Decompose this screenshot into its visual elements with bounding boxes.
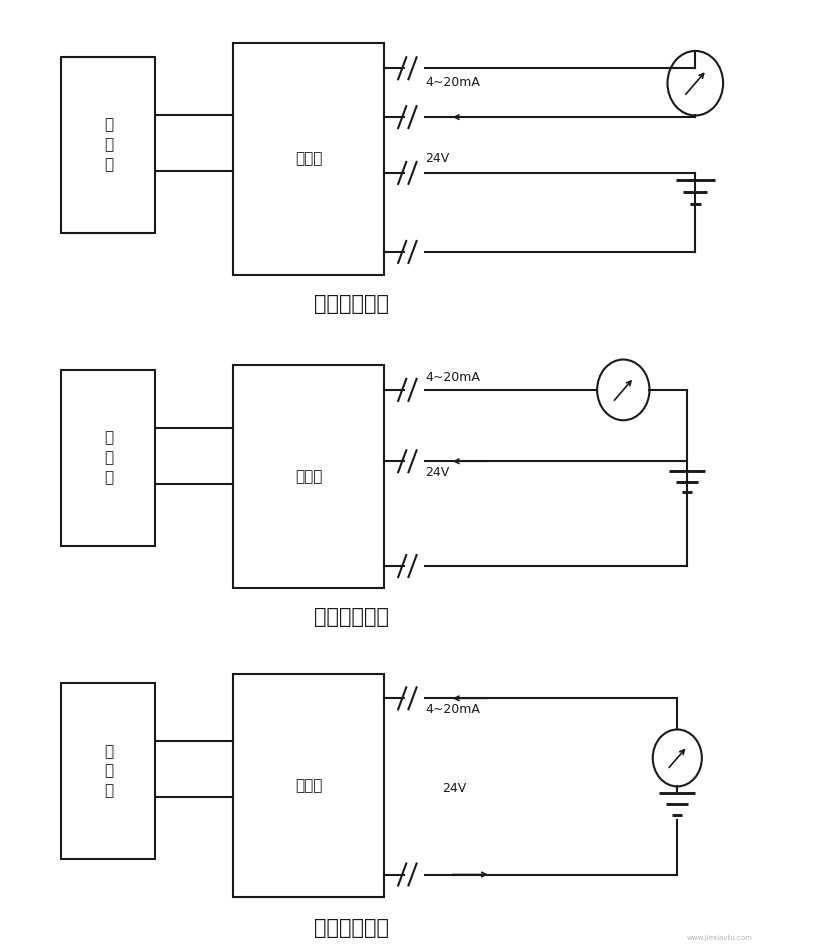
Text: 24V: 24V <box>425 466 450 479</box>
Text: 变送器: 变送器 <box>295 152 322 166</box>
Text: 三线制变送器: 三线制变送器 <box>314 607 389 627</box>
Text: 24V: 24V <box>425 153 450 165</box>
Text: 传
感
器: 传 感 器 <box>104 118 113 172</box>
Text: 4~20mA: 4~20mA <box>425 371 480 384</box>
Bar <box>233 43 384 275</box>
Bar <box>61 57 155 233</box>
Text: 变送器: 变送器 <box>295 778 322 792</box>
Text: www.jiexiavtu.com: www.jiexiavtu.com <box>687 936 753 941</box>
Text: 变送器: 变送器 <box>295 470 322 484</box>
Bar <box>233 365 384 588</box>
Text: 传
感
器: 传 感 器 <box>104 744 113 798</box>
Text: 两线制变送器: 两线制变送器 <box>314 918 389 938</box>
Bar <box>61 370 155 546</box>
Text: 4~20mA: 4~20mA <box>425 703 480 716</box>
Text: 4~20mA: 4~20mA <box>425 76 480 89</box>
Text: 24V: 24V <box>442 782 466 794</box>
Text: 四线制变送器: 四线制变送器 <box>314 294 389 314</box>
Bar <box>233 674 384 897</box>
Text: 传
感
器: 传 感 器 <box>104 431 113 485</box>
Bar <box>61 683 155 859</box>
